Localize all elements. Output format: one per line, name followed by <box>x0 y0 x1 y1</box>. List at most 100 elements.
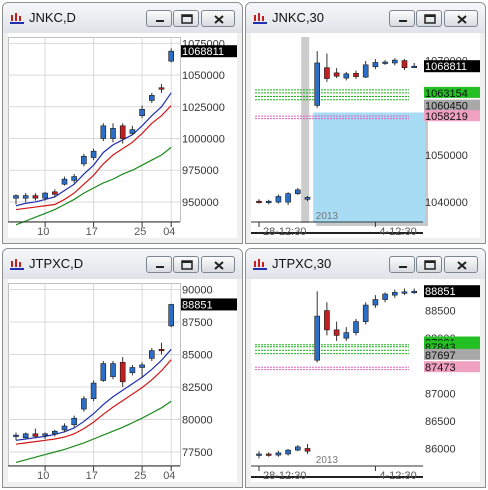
candlestick-chart[interactable]: 1075000105000010250001000000975000950000… <box>8 33 237 238</box>
candle-up[interactable] <box>275 196 282 203</box>
close-button[interactable] <box>444 10 478 27</box>
candle-up[interactable] <box>139 364 145 368</box>
candle-up[interactable] <box>372 299 379 306</box>
candle-up[interactable] <box>353 321 359 333</box>
candle-up[interactable] <box>129 129 136 134</box>
chart-window-jtpxc-daily[interactable]: JTPXC,D 90000 87500 85000 82500 80000 77500 88… <box>2 248 243 488</box>
candle-up[interactable] <box>22 433 29 439</box>
candle-up[interactable] <box>382 61 388 64</box>
title-bar[interactable]: JTPXC,D <box>3 249 242 279</box>
candle-up[interactable] <box>42 433 48 436</box>
x-axis-scrollbar[interactable] <box>251 232 423 234</box>
plot-area[interactable] <box>251 283 424 466</box>
minimize-button[interactable] <box>146 10 172 27</box>
minimize-button[interactable] <box>389 256 415 273</box>
candle-down[interactable] <box>119 125 126 139</box>
chart-window-jtpxc-30[interactable]: JTPXC,30 8850088000875008700086500860008… <box>245 248 486 488</box>
plot-area[interactable] <box>8 37 181 222</box>
candle-down[interactable] <box>324 310 330 331</box>
chart-window-jnkc-30[interactable]: JNKC,30 10700001060000105000010400001063… <box>245 2 486 244</box>
candle-down[interactable] <box>32 433 39 437</box>
candle-down[interactable] <box>256 200 262 203</box>
candle-up[interactable] <box>411 65 417 68</box>
candle-up[interactable] <box>13 434 19 437</box>
candle-up[interactable] <box>382 293 388 300</box>
candle-up[interactable] <box>71 176 78 181</box>
maximize-button[interactable] <box>416 10 442 27</box>
candle-down[interactable] <box>333 329 340 336</box>
candle-up[interactable] <box>22 195 29 199</box>
close-button[interactable] <box>201 256 235 273</box>
candle-up[interactable] <box>265 200 272 203</box>
candle-down[interactable] <box>158 349 165 352</box>
candle-up[interactable] <box>110 363 116 377</box>
candle-down[interactable] <box>353 73 359 77</box>
maximize-button[interactable] <box>173 256 199 273</box>
candle-up[interactable] <box>42 192 48 199</box>
candlestick-chart[interactable]: 1070000106000010500001040000106315410604… <box>251 33 480 238</box>
candle-up[interactable] <box>139 109 145 116</box>
candle-up[interactable] <box>149 350 155 359</box>
candle-up[interactable] <box>256 453 262 456</box>
title-bar[interactable]: JNKC,D <box>3 3 242 33</box>
candle-up[interactable] <box>285 193 291 203</box>
candle-up[interactable] <box>100 363 107 381</box>
candle-up[interactable] <box>71 417 78 425</box>
candle-up[interactable] <box>90 382 97 399</box>
candle-down[interactable] <box>119 362 126 383</box>
candle-up[interactable] <box>294 189 301 194</box>
maximize-button[interactable] <box>416 256 442 273</box>
selection-box[interactable] <box>313 112 425 223</box>
maximize-button[interactable] <box>173 10 199 27</box>
chart-area[interactable]: 8850088000875008700086500860008792187843… <box>251 279 480 482</box>
candle-up[interactable] <box>411 290 417 294</box>
x-axis-scrollbar[interactable] <box>251 476 423 478</box>
candle-up[interactable] <box>362 304 369 322</box>
candle-up[interactable] <box>81 155 87 165</box>
candle-up[interactable] <box>343 332 350 339</box>
minimize-button[interactable] <box>146 256 172 273</box>
candle-up[interactable] <box>314 62 321 106</box>
candlestick-chart[interactable]: 90000 87500 85000 82500 80000 77500 88851 10 17 2… <box>8 279 237 482</box>
candle-down[interactable] <box>158 87 165 90</box>
candle-up[interactable] <box>304 197 311 200</box>
candle-up[interactable] <box>362 64 369 78</box>
candle-up[interactable] <box>285 449 291 455</box>
close-button[interactable] <box>444 256 478 273</box>
chart-area[interactable]: 90000 87500 85000 82500 80000 77500 88851 10 17 2… <box>8 279 237 482</box>
candlestick-chart[interactable]: 8850088000875008700086500860008792187843… <box>251 279 480 482</box>
candle-down[interactable] <box>401 60 408 68</box>
candle-up[interactable] <box>372 62 379 68</box>
chart-area[interactable]: 1070000106000010500001040000106315410604… <box>251 33 480 238</box>
candle-up[interactable] <box>392 292 398 296</box>
chart-window-jnkc-daily[interactable]: JNKC,D 1075000 1050000 1025000 1000000 97500… <box>2 2 243 244</box>
candle-up[interactable] <box>275 452 282 456</box>
candle-up[interactable] <box>51 430 58 435</box>
candle-up[interactable] <box>110 128 116 139</box>
candle-up[interactable] <box>129 367 136 373</box>
candle-up[interactable] <box>294 446 301 451</box>
candle-up[interactable] <box>81 398 87 410</box>
candle-up[interactable] <box>392 59 398 64</box>
candle-up[interactable] <box>100 125 107 139</box>
chart-area[interactable]: 1075000 1050000 1025000 1000000 975000 950000… <box>8 33 237 238</box>
candle-down[interactable] <box>333 72 340 77</box>
candle-up[interactable] <box>168 304 174 327</box>
candle-down[interactable] <box>51 191 58 195</box>
candle-down[interactable] <box>265 453 272 456</box>
candle-up[interactable] <box>149 95 155 101</box>
close-button[interactable] <box>201 10 235 27</box>
candle-up[interactable] <box>61 178 68 185</box>
candle-up[interactable] <box>13 195 19 199</box>
candle-up[interactable] <box>401 291 408 294</box>
minimize-button[interactable] <box>389 10 415 27</box>
candle-up[interactable] <box>61 425 68 431</box>
candle-up[interactable] <box>168 50 174 62</box>
candle-up[interactable] <box>343 73 350 79</box>
title-bar[interactable]: JNKC,30 <box>246 3 485 33</box>
candle-down[interactable] <box>304 448 311 452</box>
candle-down[interactable] <box>32 195 39 199</box>
candle-up[interactable] <box>314 315 321 361</box>
candle-up[interactable] <box>90 150 97 158</box>
title-bar[interactable]: JTPXC,30 <box>246 249 485 279</box>
